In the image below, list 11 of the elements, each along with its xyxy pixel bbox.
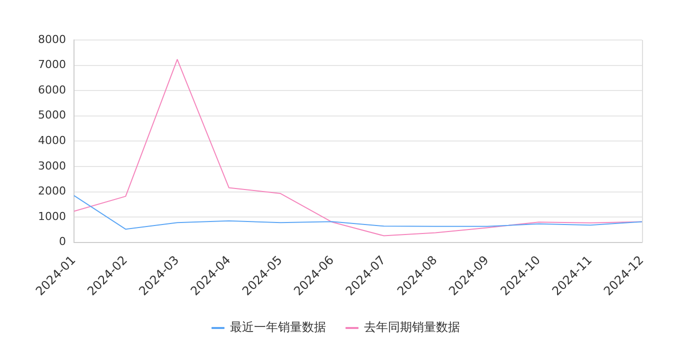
y-tick-label: 3000 xyxy=(38,159,66,172)
legend-label: 最近一年销量数据 xyxy=(230,320,326,334)
y-tick-label: 8000 xyxy=(38,32,66,46)
legend-label: 去年同期销量数据 xyxy=(364,320,460,334)
y-tick-label: 5000 xyxy=(38,108,66,122)
y-tick-label: 6000 xyxy=(38,83,66,96)
y-tick-label: 0 xyxy=(58,235,66,248)
y-tick-label: 4000 xyxy=(38,134,66,148)
y-tick-label: 1000 xyxy=(38,210,66,223)
y-tick-label: 7000 xyxy=(38,58,66,72)
y-tick-label: 2000 xyxy=(38,184,66,198)
